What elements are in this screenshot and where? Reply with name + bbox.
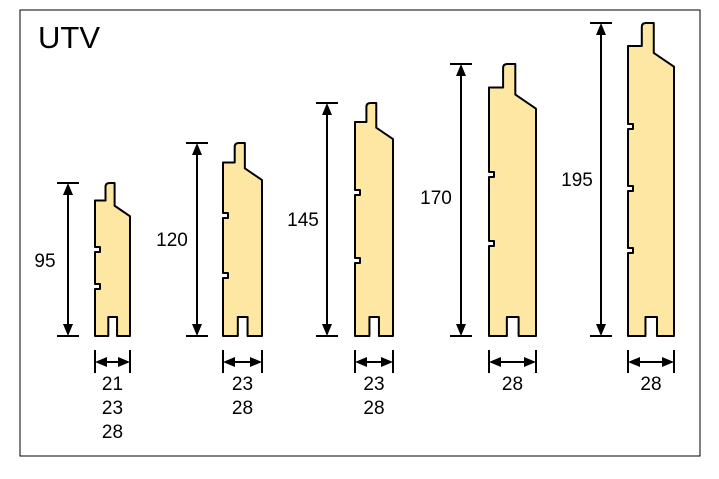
arrow-head (489, 357, 536, 367)
width-label: 28 (102, 422, 123, 443)
profile (94, 182, 131, 337)
width-label: 28 (502, 374, 523, 395)
height-label: 145 (287, 210, 319, 231)
profile (354, 102, 394, 337)
profile (222, 142, 263, 337)
width-dimension (627, 350, 675, 373)
height-label: 195 (561, 170, 593, 191)
profile (488, 63, 537, 337)
width-label: 28 (640, 374, 661, 395)
width-label: 28 (363, 398, 384, 419)
arrow-head (95, 357, 130, 367)
height-label: 170 (420, 188, 452, 209)
width-label: 28 (232, 398, 253, 419)
width-label: 23 (363, 374, 384, 395)
arrow-head (355, 357, 393, 367)
title: UTV (38, 20, 100, 55)
arrow-head (223, 357, 262, 367)
arrow-head (628, 357, 674, 367)
width-label: 21 (102, 374, 123, 395)
height-label: 120 (156, 230, 188, 251)
profile (627, 22, 675, 337)
width-label: 23 (232, 374, 253, 395)
width-label: 23 (102, 398, 123, 419)
height-label: 95 (34, 251, 55, 272)
width-dimension (488, 350, 537, 373)
